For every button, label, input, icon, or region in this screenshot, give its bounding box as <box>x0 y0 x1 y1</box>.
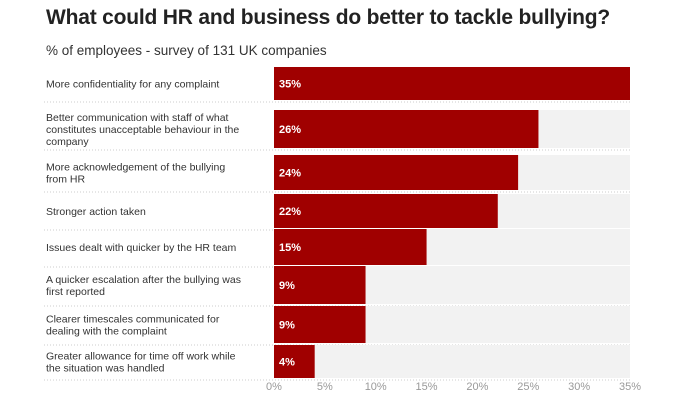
bar <box>274 266 366 304</box>
category-label-line: dealing with the complaint <box>46 326 167 338</box>
category-label-line: Better communication with staff of what <box>46 112 229 124</box>
bar <box>274 110 539 148</box>
bar-value-label: 22% <box>279 206 301 218</box>
category-label-line: Clearer timescales communicated for <box>46 314 220 326</box>
category-label-line: company <box>46 136 89 148</box>
category-label: A quicker escalation after the bullying … <box>46 274 241 298</box>
category-label-line: constitutes unacceptable behaviour in th… <box>46 124 239 136</box>
category-label-line: Issues dealt with quicker by the HR team <box>46 242 237 254</box>
bar-value-label: 4% <box>279 357 295 369</box>
bar <box>274 306 366 343</box>
category-label-line: More acknowledgement of the bullying <box>46 162 225 174</box>
bar-value-label: 9% <box>279 320 295 332</box>
x-tick-label: 35% <box>619 381 641 393</box>
bar-track <box>274 345 630 378</box>
x-tick-label: 30% <box>568 381 590 393</box>
bar-value-label: 35% <box>279 79 301 91</box>
bar <box>274 155 519 190</box>
x-tick-label: 10% <box>365 381 387 393</box>
category-label-line: Greater allowance for time off work whil… <box>46 351 236 363</box>
category-label-line: from HR <box>46 174 86 186</box>
category-label: More confidentiality for any complaint <box>46 79 219 91</box>
category-label-line: Stronger action taken <box>46 206 146 218</box>
category-label: Better communication with staff of what c… <box>46 112 239 148</box>
category-label: Clearer timescales communicated for deali… <box>46 314 220 338</box>
category-label-line: A quicker escalation after the bullying … <box>46 274 241 286</box>
x-tick-label: 20% <box>466 381 488 393</box>
bar <box>274 345 315 378</box>
bar <box>274 229 427 265</box>
category-label: More acknowledgement of the bullying from… <box>46 162 225 186</box>
bar-value-label: 15% <box>279 242 301 254</box>
category-label-line: first reported <box>46 286 105 298</box>
x-tick-label: 25% <box>517 381 539 393</box>
chart-subtitle: % of employees - survey of 131 UK compan… <box>46 43 327 58</box>
category-label-line: the situation was handled <box>46 363 165 375</box>
bar <box>274 194 498 228</box>
bar <box>274 67 630 100</box>
category-label-line: More confidentiality for any complaint <box>46 79 219 91</box>
chart-title: What could HR and business do better to … <box>46 6 611 29</box>
bar-value-label: 9% <box>279 280 295 292</box>
x-tick-label: 0% <box>266 381 282 393</box>
category-label: Greater allowance for time off work whil… <box>46 351 236 375</box>
x-tick-label: 15% <box>416 381 438 393</box>
x-tick-label: 5% <box>317 381 333 393</box>
category-label: Issues dealt with quicker by the HR team <box>46 242 237 254</box>
bar-value-label: 26% <box>279 124 301 136</box>
bar-value-label: 24% <box>279 168 301 180</box>
category-label: Stronger action taken <box>46 206 146 218</box>
